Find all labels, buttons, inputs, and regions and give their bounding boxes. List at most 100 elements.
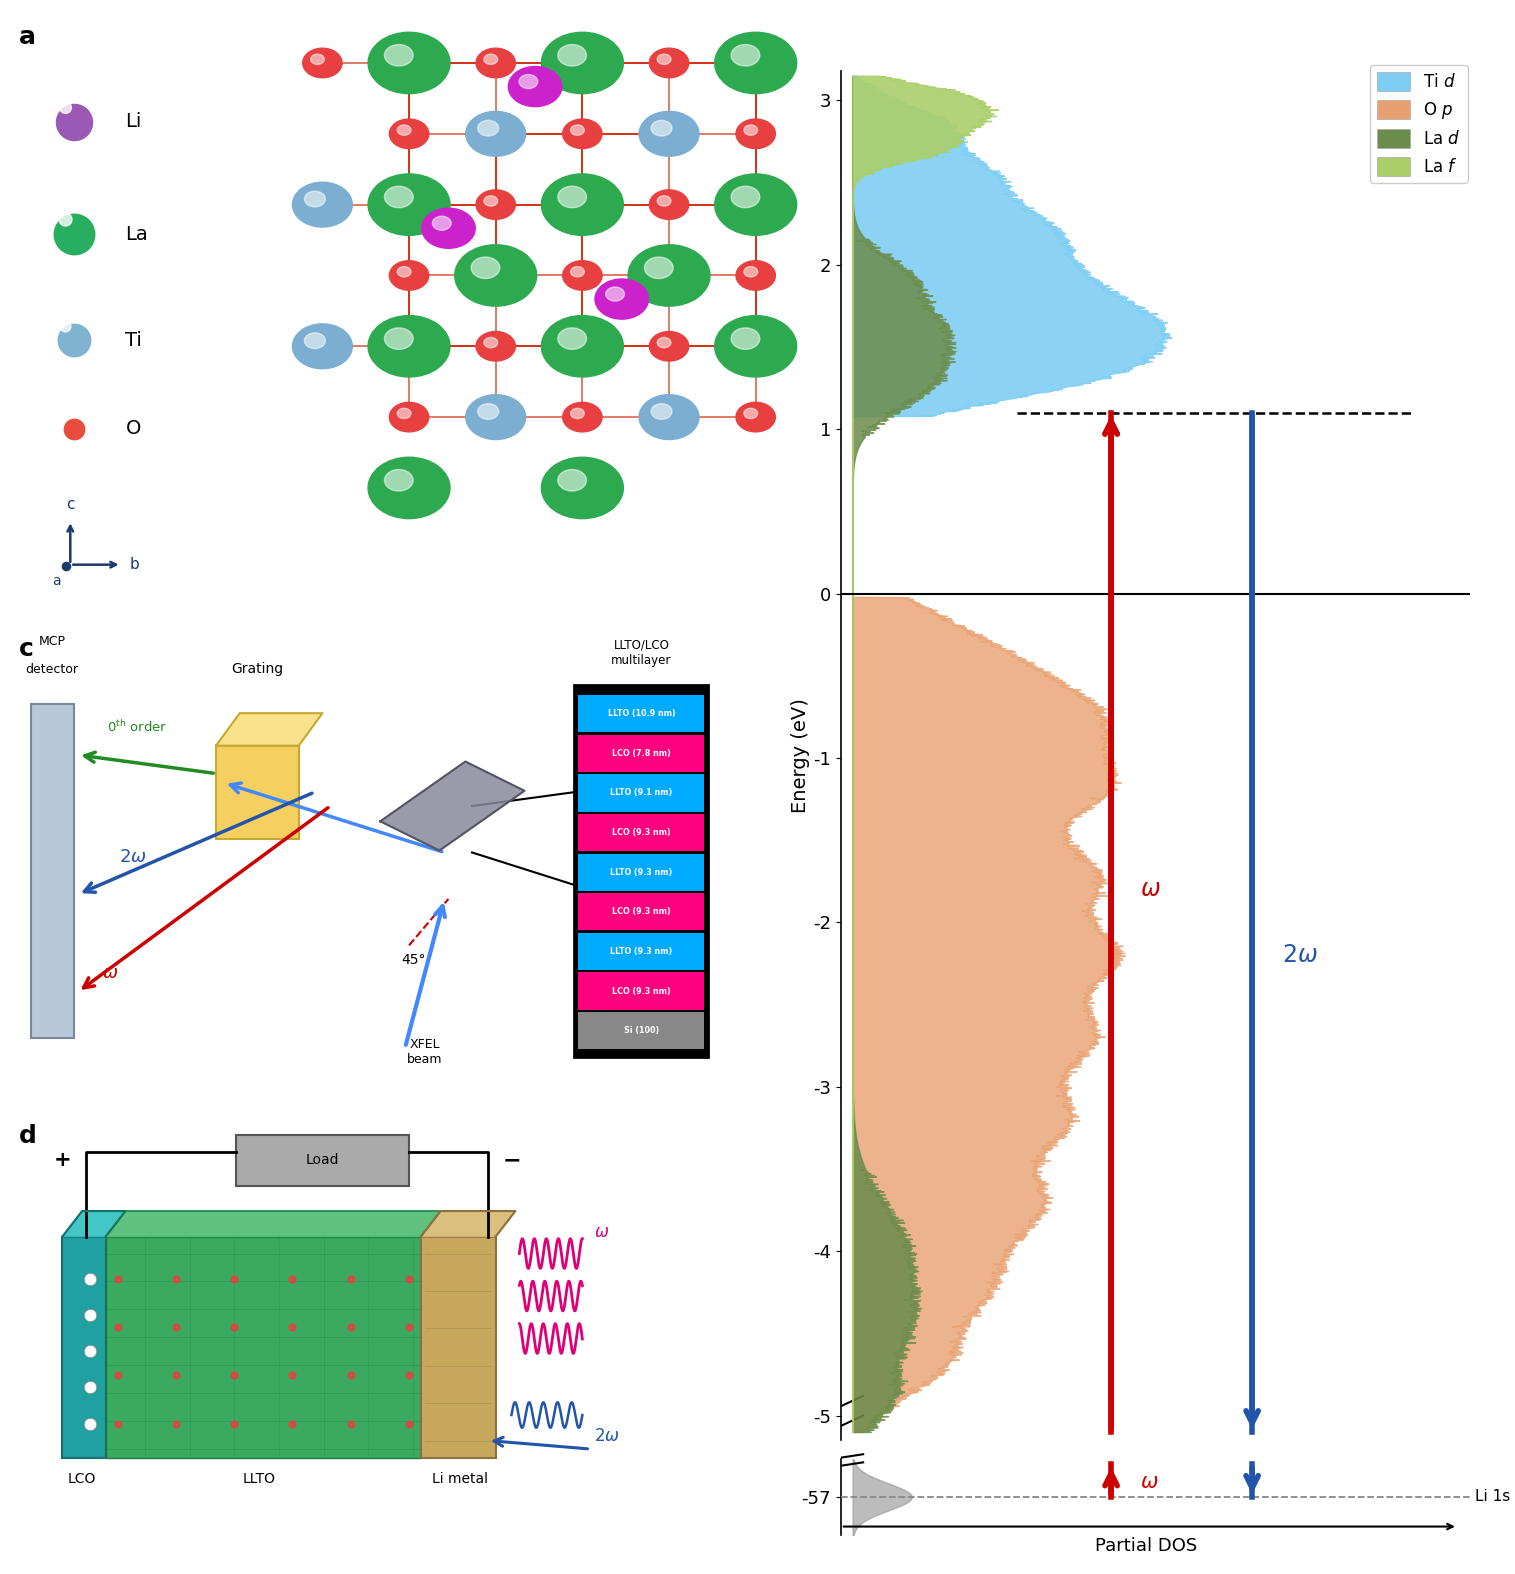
Point <box>106 1267 130 1292</box>
Point <box>53 206 77 231</box>
Circle shape <box>744 266 758 277</box>
Point <box>164 1267 188 1292</box>
Point <box>62 222 86 247</box>
Polygon shape <box>106 1210 441 1237</box>
FancyBboxPatch shape <box>30 704 74 1039</box>
Circle shape <box>385 186 414 208</box>
Circle shape <box>650 190 689 219</box>
Bar <box>579 814 704 852</box>
Circle shape <box>303 332 342 360</box>
Circle shape <box>465 395 526 439</box>
Point <box>223 1363 247 1388</box>
Circle shape <box>639 253 698 297</box>
Circle shape <box>650 332 689 360</box>
Circle shape <box>421 208 476 249</box>
Point <box>77 1410 102 1435</box>
Point <box>339 1314 364 1339</box>
Text: Partial DOS: Partial DOS <box>1095 1538 1197 1555</box>
Text: LLTO (9.3 nm): LLTO (9.3 nm) <box>611 867 673 877</box>
Point <box>77 1338 102 1363</box>
Circle shape <box>541 315 623 376</box>
Circle shape <box>311 54 324 65</box>
Point <box>280 1314 305 1339</box>
Circle shape <box>658 195 671 206</box>
Legend: Ti $\it{d}$, O $\it{p}$, La $\it{d}$, La $\it{f}$: Ti $\it{d}$, O $\it{p}$, La $\it{d}$, La… <box>1370 66 1468 183</box>
Point <box>106 1363 130 1388</box>
Point <box>164 1410 188 1435</box>
Point <box>53 401 77 427</box>
Circle shape <box>305 332 326 348</box>
Point <box>280 1363 305 1388</box>
Point <box>62 416 86 441</box>
Bar <box>579 892 704 930</box>
Circle shape <box>397 408 411 419</box>
Point <box>397 1410 421 1435</box>
Bar <box>579 853 704 891</box>
Text: LCO (9.3 nm): LCO (9.3 nm) <box>612 828 671 837</box>
Circle shape <box>520 74 538 88</box>
Polygon shape <box>421 1210 515 1237</box>
Text: $\omega$: $\omega$ <box>1141 1472 1159 1492</box>
Circle shape <box>562 120 601 148</box>
Circle shape <box>651 403 673 419</box>
Circle shape <box>311 337 324 348</box>
Point <box>62 110 86 135</box>
Point <box>77 1267 102 1292</box>
Text: LLTO: LLTO <box>242 1472 276 1486</box>
Text: LLTO (9.3 nm): LLTO (9.3 nm) <box>611 948 673 955</box>
Circle shape <box>639 112 698 156</box>
Bar <box>579 735 704 771</box>
Point <box>397 1363 421 1388</box>
Text: $\omega$: $\omega$ <box>102 963 118 982</box>
Y-axis label: Energy (eV): Energy (eV) <box>791 699 811 812</box>
Circle shape <box>305 190 326 206</box>
Point <box>397 1267 421 1292</box>
Circle shape <box>571 408 585 419</box>
Circle shape <box>368 31 450 94</box>
Circle shape <box>715 315 797 376</box>
Bar <box>579 1012 704 1050</box>
Circle shape <box>595 279 648 320</box>
Point <box>223 1267 247 1292</box>
Circle shape <box>397 124 411 135</box>
Text: Li: Li <box>126 112 142 132</box>
Point <box>106 1410 130 1435</box>
Point <box>339 1267 364 1292</box>
Point <box>223 1410 247 1435</box>
Circle shape <box>562 261 601 290</box>
Circle shape <box>397 266 411 277</box>
Text: detector: detector <box>26 663 79 677</box>
Point <box>280 1267 305 1292</box>
Point <box>397 1314 421 1339</box>
Circle shape <box>744 124 758 135</box>
Text: Li metal: Li metal <box>432 1472 488 1486</box>
Circle shape <box>483 54 498 65</box>
Point <box>164 1363 188 1388</box>
Text: La: La <box>126 225 148 244</box>
Text: $2\omega$: $2\omega$ <box>120 848 147 866</box>
Circle shape <box>541 456 623 519</box>
Point <box>62 327 86 353</box>
Circle shape <box>385 44 414 66</box>
Circle shape <box>558 469 586 491</box>
Bar <box>421 1237 495 1458</box>
Circle shape <box>385 327 414 349</box>
Circle shape <box>639 395 698 439</box>
Point <box>164 1314 188 1339</box>
Circle shape <box>389 403 429 431</box>
Text: +: + <box>53 1151 71 1169</box>
Circle shape <box>477 403 498 419</box>
Text: LCO: LCO <box>68 1472 97 1486</box>
Circle shape <box>465 112 526 156</box>
Text: b: b <box>759 39 777 65</box>
Circle shape <box>558 186 586 208</box>
Circle shape <box>732 186 761 208</box>
Circle shape <box>368 173 450 236</box>
Circle shape <box>432 216 451 230</box>
Bar <box>579 973 704 1011</box>
Bar <box>579 933 704 970</box>
Circle shape <box>368 315 450 376</box>
Point <box>339 1363 364 1388</box>
Circle shape <box>303 190 342 219</box>
Circle shape <box>476 49 515 77</box>
